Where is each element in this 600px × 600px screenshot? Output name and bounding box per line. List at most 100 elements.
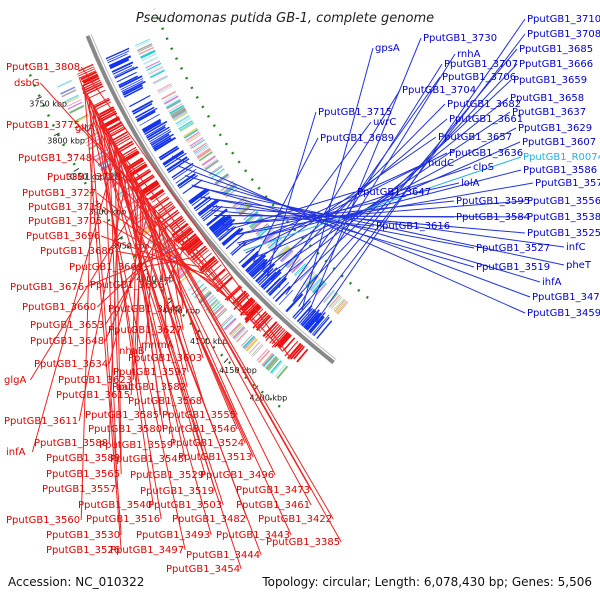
reverse-gene-151 <box>249 258 268 277</box>
right-label-line <box>251 141 521 260</box>
scale-tick-7 <box>73 167 80 172</box>
cog-block-1-488 <box>137 44 153 53</box>
left-gene-label: PputGB1_3516 <box>86 514 160 525</box>
forward-gene-65 <box>160 205 175 216</box>
left-gene-label: PputGB1_3493 <box>136 530 210 541</box>
cog-block-0-276 <box>193 286 207 298</box>
forward-gene-54 <box>175 228 193 243</box>
forward-gene-86 <box>120 151 140 164</box>
forward-gene-3 <box>287 342 302 360</box>
left-gene-label: PputGB1_3583 <box>46 453 120 464</box>
scale-label-8: 3800 kbp <box>47 136 85 145</box>
forward-gene-114 <box>82 77 100 87</box>
reverse-gene-160 <box>225 233 245 250</box>
scale-tick-9 <box>36 96 43 100</box>
scale-tick-1 <box>223 358 229 364</box>
forward-gene-84 <box>126 158 145 171</box>
reverse-gene-221 <box>116 71 137 83</box>
left-label-line <box>103 126 312 491</box>
left-gene-label: PputGB1_3559 <box>99 440 173 451</box>
reverse-gene-223 <box>113 66 135 77</box>
left-label-line <box>88 98 122 536</box>
right-gene-label: PputGB1_3584 <box>456 212 530 223</box>
forward-gene-34 <box>216 276 234 293</box>
left-gene-label: gltA <box>75 123 95 134</box>
right-label-line <box>199 196 475 249</box>
cog-block-1-424 <box>216 175 230 186</box>
cog-block-1-366 <box>309 277 322 291</box>
forward-gene-117 <box>80 71 97 81</box>
forward-gene-78 <box>137 174 154 186</box>
right-gene-label: PputGB1_3637 <box>512 107 586 118</box>
cog-block-1-471 <box>158 85 173 94</box>
cog-block-0-257 <box>224 317 237 331</box>
cog-block-1-420 <box>223 184 237 196</box>
left-gene-label: PputGB1_3627 <box>108 325 182 336</box>
left-label-line <box>129 172 238 416</box>
reverse-gene-214 <box>123 86 144 98</box>
right-gene-label: PputGB1_3527 <box>476 243 550 254</box>
reverse-gene-229 <box>106 50 130 62</box>
forward-gene-121 <box>78 63 94 72</box>
reverse-gene-144 <box>261 269 281 289</box>
reverse-gene-122 <box>316 320 333 339</box>
reverse-gene-217 <box>121 80 144 93</box>
cog-block-0-236 <box>266 356 278 371</box>
forward-gene-55 <box>173 227 192 242</box>
right-gene-label: PputGB1_3459 <box>527 308 600 319</box>
cog-block-1-448 <box>185 131 200 141</box>
cog-block-0-243 <box>251 343 263 356</box>
scale-label-3: 4050 kbp <box>162 306 200 315</box>
cog-block-1-378 <box>288 258 302 271</box>
cog-block-1-373 <box>299 268 312 281</box>
left-label-line <box>164 247 185 286</box>
forward-gene-66 <box>157 203 174 215</box>
reverse-gene-177 <box>195 197 213 212</box>
left-label-line <box>31 149 118 453</box>
reverse-gene-195 <box>154 136 176 152</box>
left-label-line <box>83 88 122 551</box>
left-gene-label: PputGB1_3660 <box>22 302 96 313</box>
cog-block-1-390 <box>269 238 282 250</box>
cog-block-1-363 <box>312 280 325 293</box>
scale-tick-6 <box>94 202 101 207</box>
right-gene-label: PputGB1_3710 <box>527 14 600 25</box>
reverse-gene-150 <box>250 261 268 278</box>
cog-block-1-351 <box>335 300 347 313</box>
reverse-gene-197 <box>151 133 174 148</box>
reverse-gene-126 <box>308 312 326 333</box>
left-gene-label: PputGB1_3588 <box>34 438 108 449</box>
forward-gene-116 <box>81 73 98 83</box>
right-label-line <box>238 166 472 246</box>
cog-block-1-480 <box>146 62 162 71</box>
cog-block-1-445 <box>189 137 204 147</box>
forward-gene-6 <box>278 334 292 349</box>
right-gene-label: PputGB1_3629 <box>518 123 592 134</box>
cog-block-0-240 <box>258 350 271 363</box>
left-gene-label: PputGB1_3443 <box>216 530 290 541</box>
cog-block-1-358 <box>323 290 336 303</box>
forward-gene-16 <box>260 317 273 330</box>
scale-tick-5 <box>117 235 123 241</box>
left-gene-label: PputGB1_3669 <box>69 262 143 273</box>
left-gene-label: PputGB1_3615 <box>56 390 130 401</box>
reverse-gene-143 <box>263 271 282 290</box>
cog-block-1-355 <box>330 295 342 309</box>
reverse-gene-130 <box>301 310 317 327</box>
cog-block-1-473 <box>157 83 172 92</box>
scale-label-9: 3750 kbp <box>29 99 67 108</box>
forward-gene-2 <box>290 344 304 360</box>
left-gene-label: PputGB1_3585 <box>85 410 159 421</box>
cog-block-1-354 <box>331 296 343 310</box>
left-gene-label: nhaB <box>119 346 145 357</box>
reverse-gene-157 <box>238 248 256 264</box>
right-label-line <box>301 48 518 310</box>
forward-gene-81 <box>129 164 148 177</box>
reverse-gene-213 <box>129 95 151 108</box>
cog-block-0-239 <box>261 352 274 366</box>
forward-gene-110 <box>84 85 104 96</box>
left-label-line <box>80 66 292 360</box>
cog-block-1-443 <box>190 139 205 149</box>
reverse-gene-189 <box>166 156 188 172</box>
right-gene-label: PputGB1_3715 <box>318 107 392 118</box>
